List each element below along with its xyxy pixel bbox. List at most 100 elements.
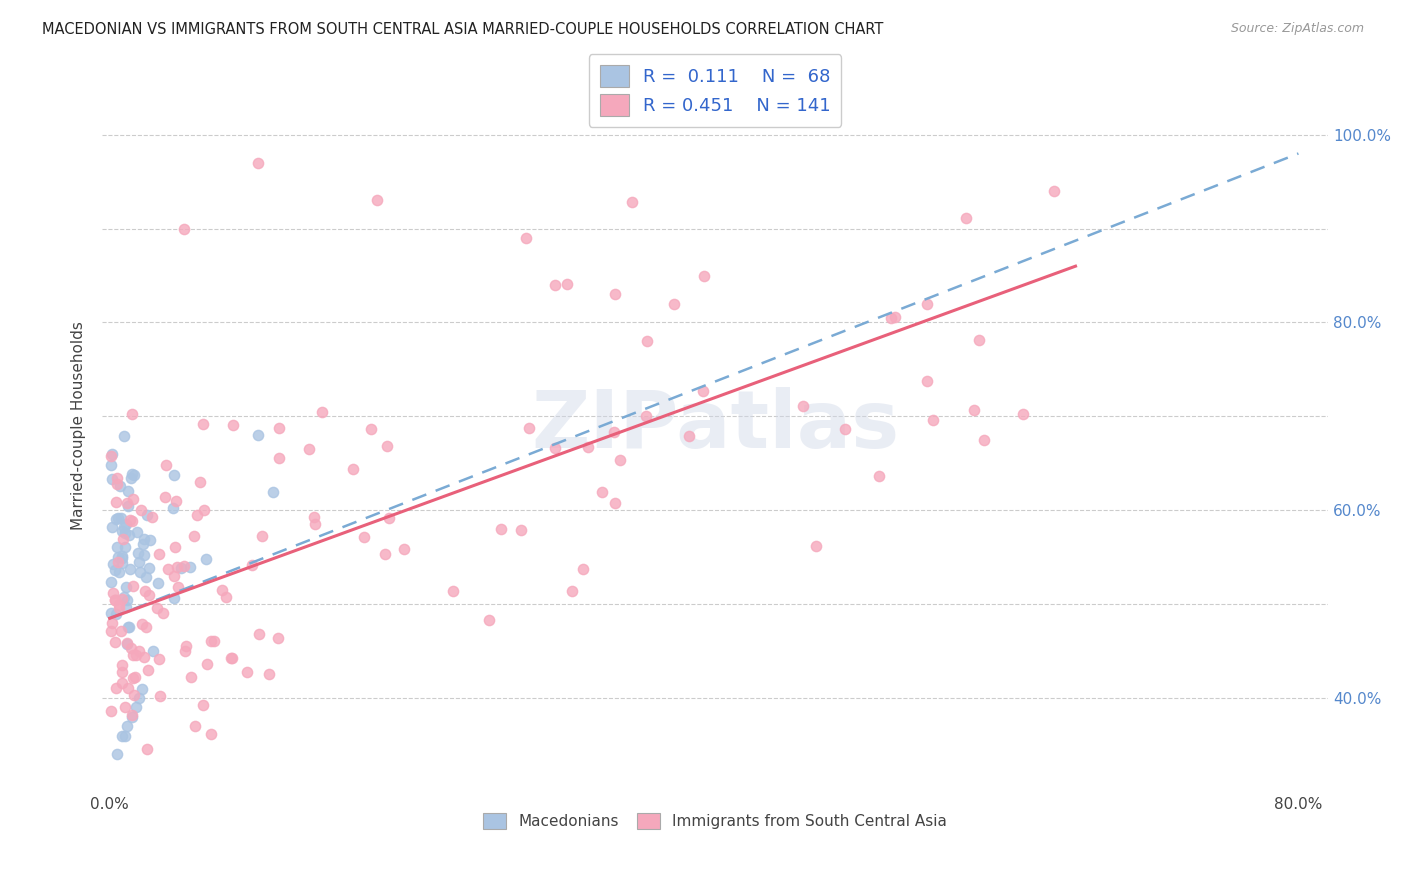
Point xyxy=(167,580,190,594)
Point xyxy=(163,540,186,554)
Point xyxy=(100,607,122,621)
Point xyxy=(221,651,243,665)
Point xyxy=(125,700,148,714)
Point xyxy=(591,485,613,500)
Point xyxy=(131,537,153,551)
Point xyxy=(107,550,129,565)
Point xyxy=(262,484,284,499)
Point xyxy=(515,231,537,245)
Point xyxy=(973,433,995,447)
Legend: Macedonians, Immigrants from South Central Asia: Macedonians, Immigrants from South Centr… xyxy=(477,807,953,836)
Point xyxy=(105,607,128,622)
Point xyxy=(122,688,145,702)
Point xyxy=(131,681,153,696)
Point xyxy=(120,641,142,656)
Point xyxy=(138,588,160,602)
Point xyxy=(115,637,138,651)
Point xyxy=(603,286,626,301)
Point xyxy=(121,408,143,422)
Point xyxy=(101,586,124,600)
Point xyxy=(955,211,977,226)
Point xyxy=(921,413,943,427)
Point xyxy=(191,417,214,432)
Point xyxy=(693,268,716,283)
Point xyxy=(132,549,155,563)
Point xyxy=(378,510,401,524)
Point xyxy=(868,469,890,483)
Point xyxy=(267,631,290,645)
Point xyxy=(115,496,138,510)
Point xyxy=(636,409,658,424)
Point xyxy=(115,593,138,607)
Point xyxy=(215,590,238,604)
Point xyxy=(118,620,141,634)
Point xyxy=(202,633,225,648)
Point xyxy=(176,640,198,654)
Point xyxy=(211,582,233,597)
Point xyxy=(114,526,136,541)
Point xyxy=(163,591,186,606)
Point xyxy=(915,296,938,310)
Point xyxy=(173,221,195,235)
Point xyxy=(145,601,167,615)
Point xyxy=(374,547,396,561)
Point xyxy=(392,542,415,557)
Point xyxy=(103,557,125,571)
Point xyxy=(117,635,139,649)
Point xyxy=(120,471,142,485)
Point xyxy=(240,558,263,573)
Point xyxy=(112,429,135,443)
Point xyxy=(678,428,700,442)
Point xyxy=(111,675,134,690)
Point xyxy=(100,624,122,639)
Point xyxy=(221,418,243,433)
Point xyxy=(135,620,157,634)
Point xyxy=(257,667,280,681)
Point xyxy=(132,533,155,547)
Point xyxy=(544,277,567,292)
Point xyxy=(517,420,540,434)
Point xyxy=(664,296,686,310)
Point xyxy=(544,442,567,456)
Point xyxy=(366,194,388,208)
Point xyxy=(103,592,125,607)
Point xyxy=(105,540,128,554)
Point xyxy=(121,707,143,722)
Point xyxy=(353,531,375,545)
Point xyxy=(124,669,146,683)
Point xyxy=(609,453,631,467)
Point xyxy=(117,500,139,514)
Point xyxy=(112,590,135,604)
Point xyxy=(135,570,157,584)
Point xyxy=(110,510,132,524)
Point xyxy=(110,624,132,638)
Point xyxy=(806,539,828,553)
Point xyxy=(267,421,290,435)
Point xyxy=(121,579,143,593)
Point xyxy=(195,657,218,671)
Point xyxy=(165,494,187,508)
Point xyxy=(132,649,155,664)
Point xyxy=(247,156,270,170)
Point xyxy=(117,620,139,634)
Point xyxy=(360,422,382,436)
Point xyxy=(134,583,156,598)
Point xyxy=(250,529,273,543)
Point xyxy=(111,556,134,570)
Point xyxy=(105,495,128,509)
Point xyxy=(114,541,136,555)
Point xyxy=(114,729,136,743)
Point xyxy=(188,475,211,490)
Point xyxy=(108,478,131,492)
Point xyxy=(135,508,157,522)
Point xyxy=(163,467,186,482)
Point xyxy=(107,566,129,580)
Point xyxy=(131,616,153,631)
Point xyxy=(195,552,218,566)
Point xyxy=(104,634,127,648)
Point xyxy=(183,529,205,543)
Point xyxy=(636,334,658,348)
Point xyxy=(174,644,197,658)
Point xyxy=(166,559,188,574)
Point xyxy=(191,698,214,712)
